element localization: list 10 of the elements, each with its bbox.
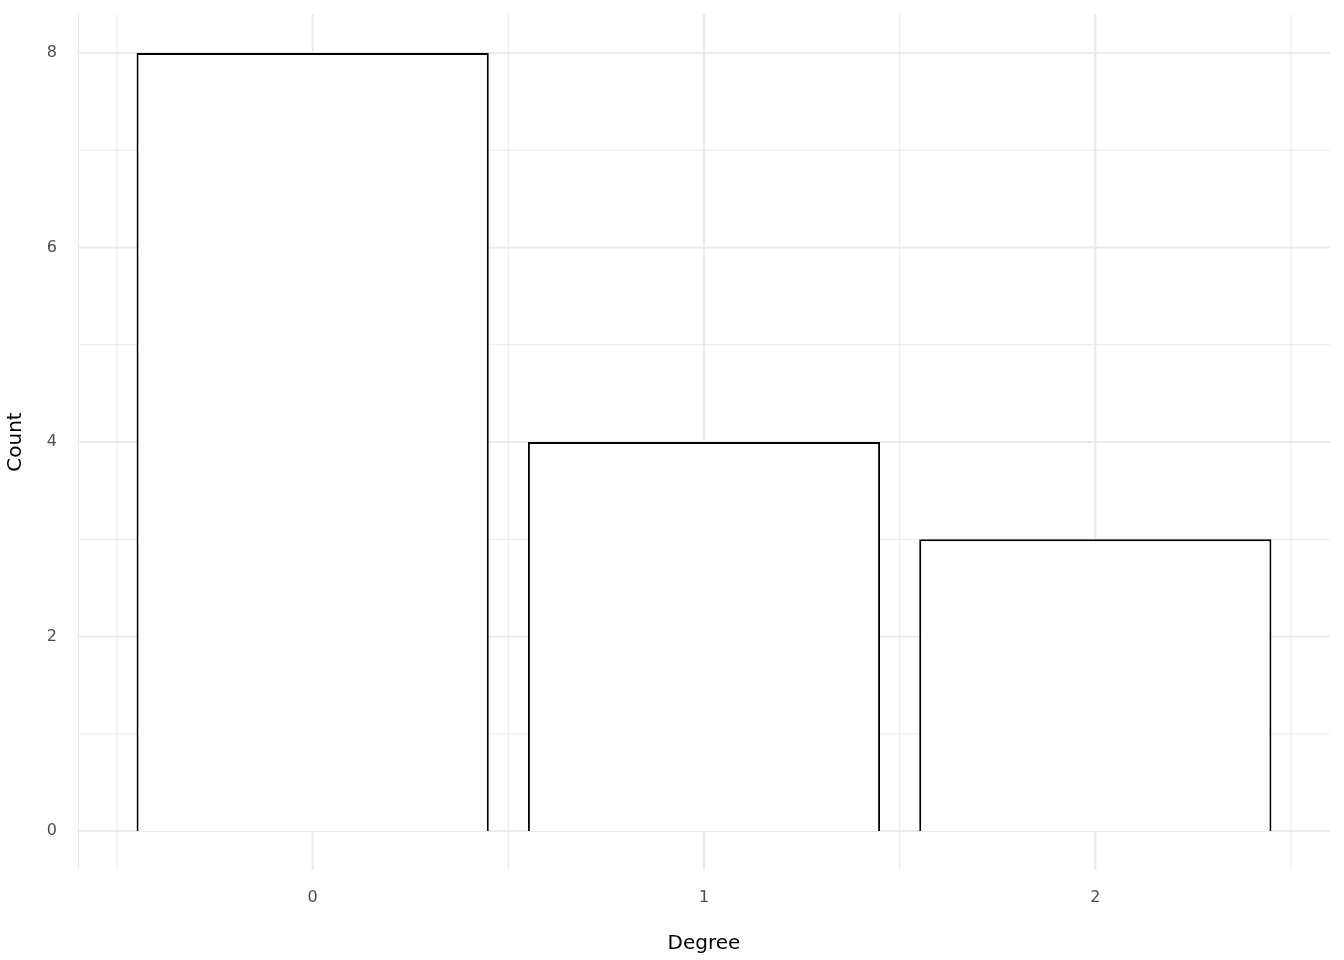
x-tick-label: 0 xyxy=(307,886,318,906)
y-tick-label: 2 xyxy=(46,625,57,645)
y-axis-title: Count xyxy=(2,412,27,472)
y-tick-label: 4 xyxy=(46,431,57,451)
x-axis-title: Degree xyxy=(667,930,741,955)
y-tick-label: 0 xyxy=(46,820,57,840)
y-tick-label: 6 xyxy=(46,236,57,256)
y-tick-label: 8 xyxy=(46,42,57,62)
x-tick-label: 2 xyxy=(1090,886,1101,906)
x-tick-label: 1 xyxy=(698,886,710,906)
